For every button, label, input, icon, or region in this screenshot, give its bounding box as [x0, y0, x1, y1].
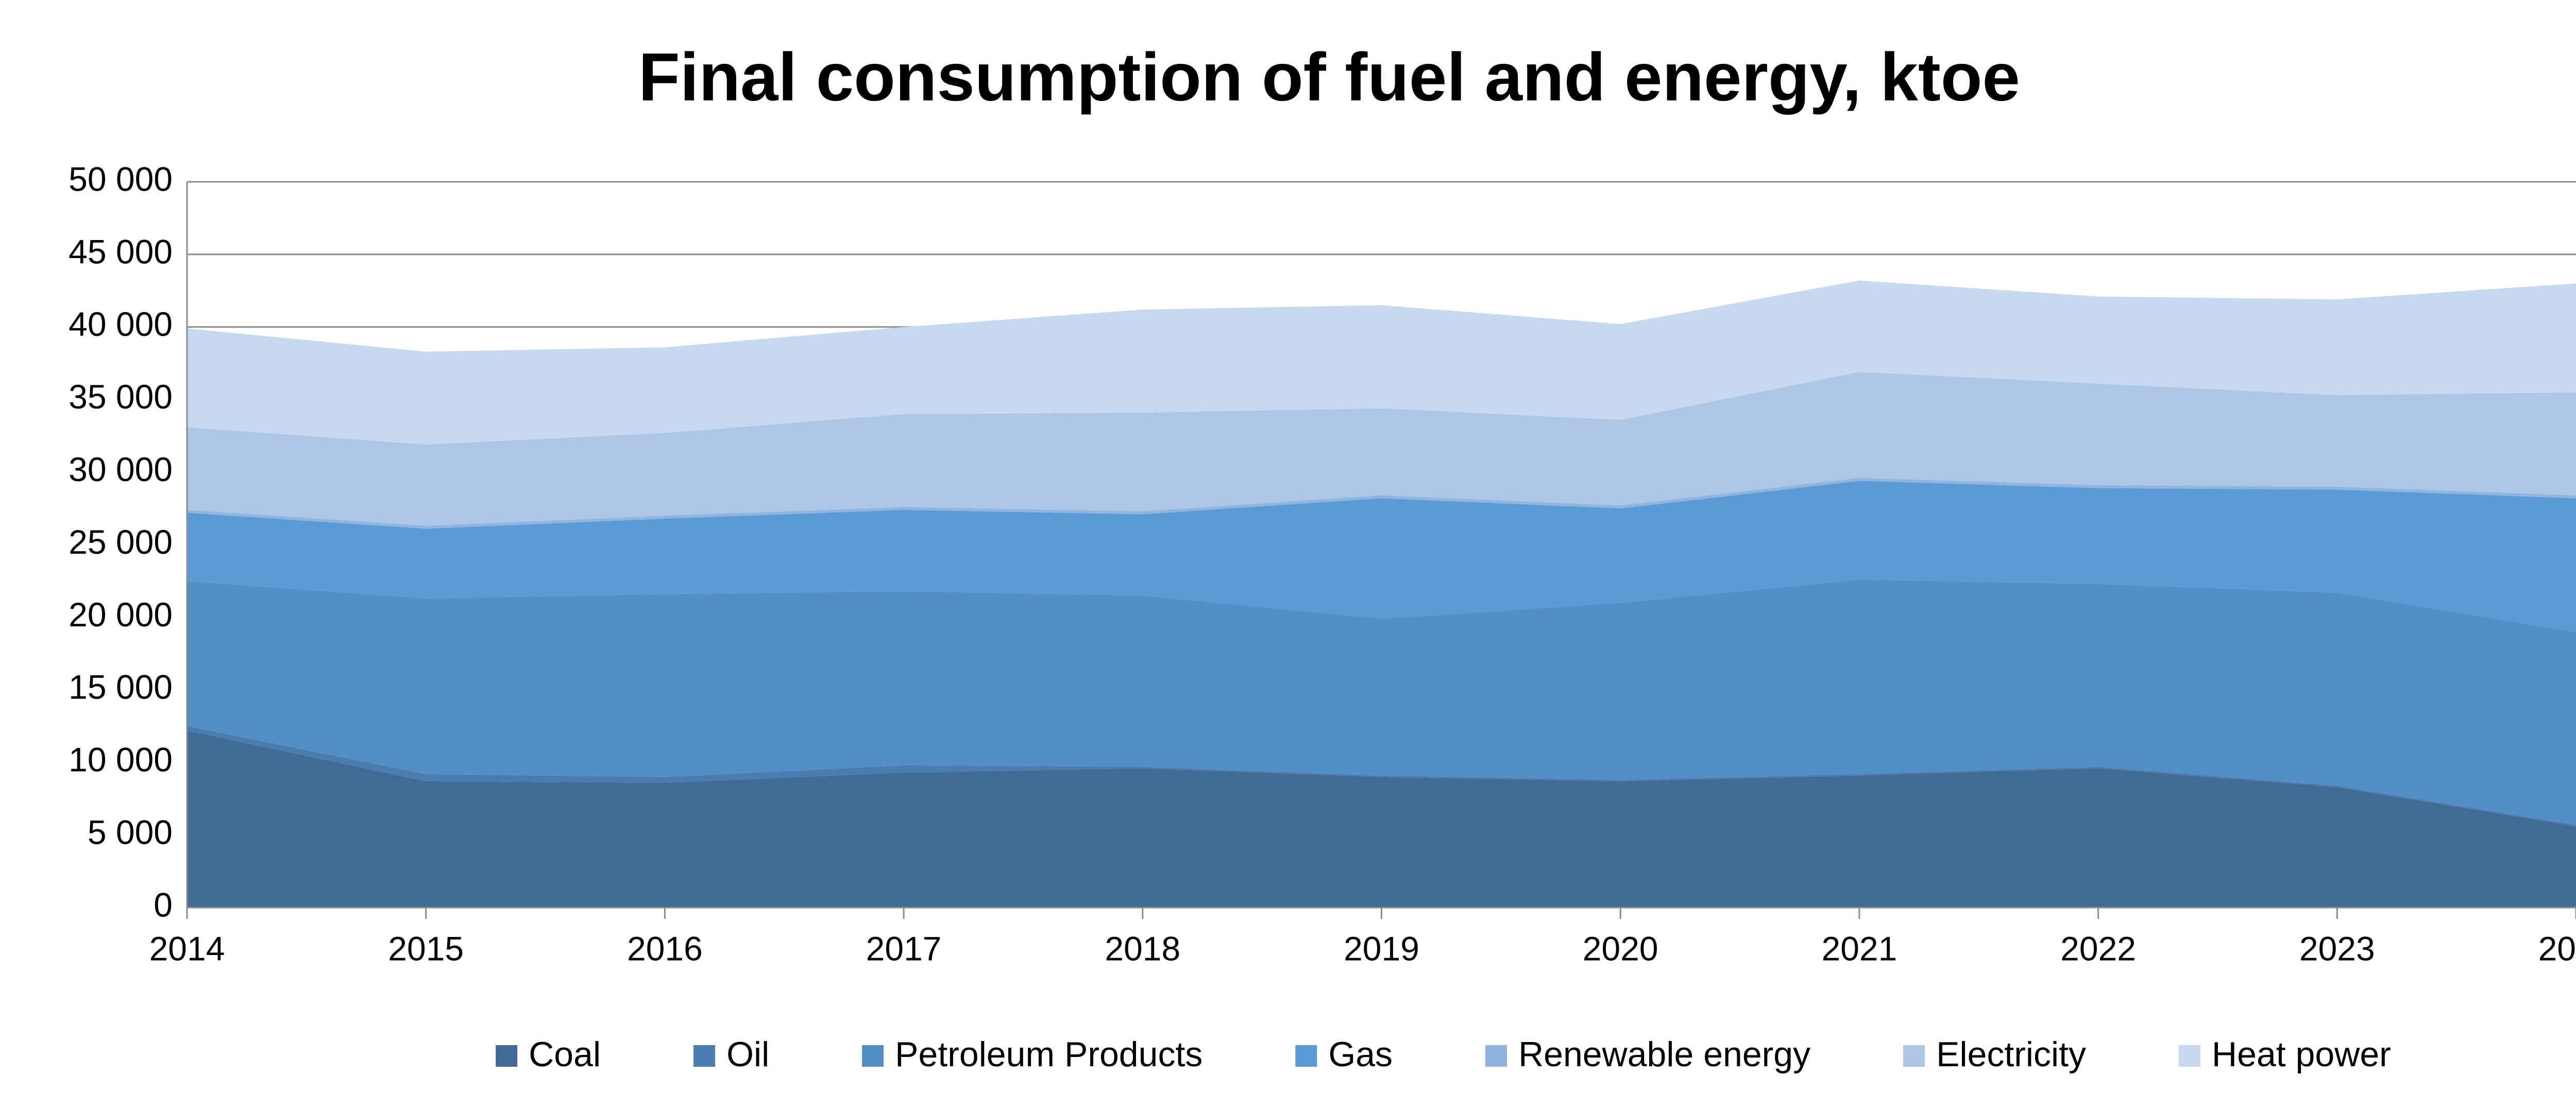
x-tick-label: 2024	[2538, 929, 2576, 967]
legend-item: Gas	[1295, 1035, 1393, 1074]
area	[187, 481, 2576, 632]
legend-label: Coal	[529, 1035, 601, 1074]
y-tick-label: 0	[154, 885, 173, 924]
legend-item: Oil	[693, 1035, 769, 1074]
legend-label: Heat power	[2212, 1035, 2391, 1074]
legend-item: Petroleum Products	[862, 1035, 1202, 1074]
chart-title: Final consumption of fuel and energy, kt…	[638, 39, 2020, 115]
legend-swatch	[1295, 1045, 1317, 1067]
areas	[187, 280, 2576, 908]
legend-label: Oil	[726, 1035, 769, 1074]
legend-item: Renewable energy	[1485, 1035, 1810, 1074]
legend-item: Coal	[496, 1035, 601, 1074]
legend-item: Electricity	[1903, 1035, 2086, 1074]
y-tick-label: 40 000	[69, 305, 173, 343]
y-tick-label: 50 000	[69, 160, 173, 198]
y-tick-label: 45 000	[69, 232, 173, 270]
legend-swatch	[496, 1045, 518, 1067]
area	[187, 280, 2576, 445]
x-tick-label: 2023	[2299, 929, 2375, 967]
y-tick-label: 20 000	[69, 595, 173, 634]
legend-label: Petroleum Products	[895, 1035, 1202, 1074]
x-tick-label: 2021	[1821, 929, 1897, 967]
x-tick-label: 2018	[1105, 929, 1180, 967]
y-tick-label: 15 000	[69, 668, 173, 706]
area	[187, 730, 2576, 908]
y-tick-label: 35 000	[69, 378, 173, 416]
legend-swatch	[1485, 1045, 1507, 1067]
legend-item: Heat power	[2179, 1035, 2391, 1074]
legend-swatch	[2179, 1045, 2201, 1067]
x-tick-label: 2019	[1344, 929, 1419, 967]
x-tick-label: 2020	[1583, 929, 1658, 967]
legend-label: Renewable energy	[1518, 1035, 1810, 1074]
area	[187, 372, 2576, 526]
x-tick-label: 2017	[866, 929, 942, 967]
legend-label: Gas	[1328, 1035, 1393, 1074]
x-tick-label: 2015	[388, 929, 464, 967]
area	[187, 579, 2576, 825]
y-tick-label: 30 000	[69, 450, 173, 488]
legend-label: Electricity	[1936, 1035, 2086, 1074]
y-tick-label: 5 000	[88, 813, 173, 851]
legend-swatch	[693, 1045, 716, 1067]
legend-swatch	[1903, 1045, 1925, 1067]
y-tick-label: 25 000	[69, 523, 173, 561]
x-tick-label: 2022	[2060, 929, 2136, 967]
legend-swatch	[862, 1045, 884, 1067]
area	[187, 726, 2576, 827]
x-tick-label: 2014	[149, 929, 225, 967]
x-tick-label: 2016	[627, 929, 703, 967]
y-tick-label: 10 000	[69, 741, 173, 779]
